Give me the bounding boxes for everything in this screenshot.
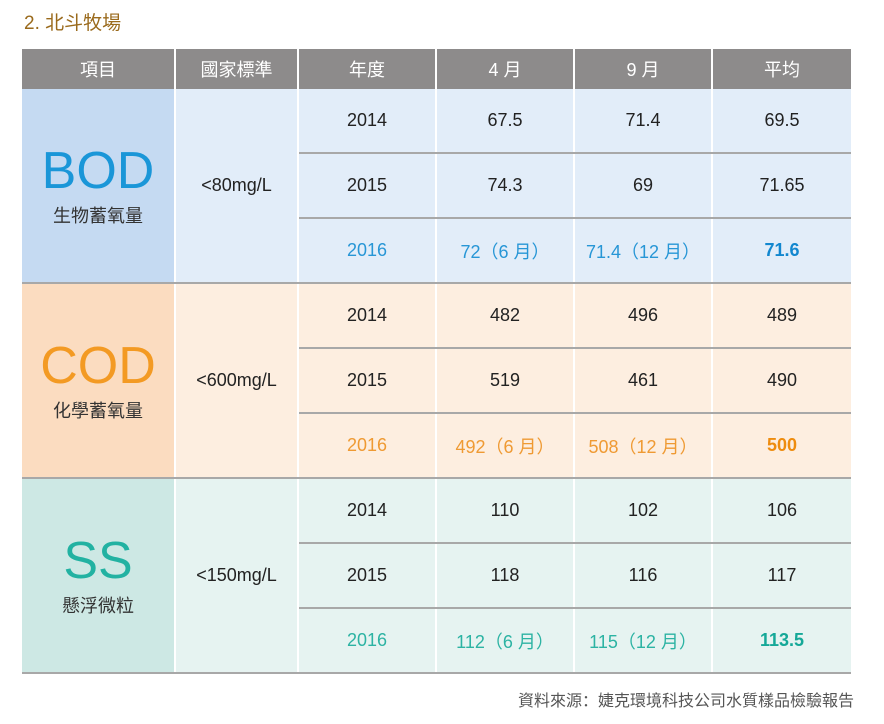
table-header-row: 項目 國家標準 年度 4 月 9 月 平均 <box>22 49 851 89</box>
table-row: 2015 519 461 490 <box>22 348 851 414</box>
april-cell: 118 <box>435 543 575 609</box>
table-row-highlight: 2016 72（6 月） 71.4（12 月） 71.6 <box>22 218 851 284</box>
april-cell: 110 <box>435 478 575 544</box>
average-cell: 106 <box>711 478 851 544</box>
year-cell: 2014 <box>297 283 437 349</box>
table-row: COD 化學蓄氧量 <600mg/L 2014 482 496 489 <box>22 283 851 479</box>
year-cell: 2015 <box>298 348 437 414</box>
september-cell: 71.4 <box>573 89 713 154</box>
average-cell: 489 <box>711 283 851 349</box>
april-cell: 72（6 月） <box>435 218 575 284</box>
header-item: 項目 <box>22 49 176 89</box>
september-cell: 496 <box>573 283 713 349</box>
year-cell: 2014 <box>297 89 437 154</box>
ss-code: SS <box>63 531 133 590</box>
header-average: 平均 <box>711 49 851 89</box>
average-cell: 71.6 <box>711 218 851 284</box>
header-april: 4 月 <box>435 49 575 89</box>
cod-standard: <600mg/L <box>174 283 299 479</box>
header-september: 9 月 <box>573 49 713 89</box>
cod-label-cell: COD 化學蓄氧量 <box>22 283 176 479</box>
april-cell: 519 <box>435 348 575 414</box>
ss-label-cell: SS 懸浮微粒 <box>22 478 176 674</box>
cod-code: COD <box>40 336 156 395</box>
bod-name: 生物蓄氧量 <box>53 205 143 226</box>
table-row: 2015 74.3 69 71.65 <box>22 153 851 219</box>
september-cell: 461 <box>573 348 713 414</box>
year-cell: 2016 <box>298 413 437 479</box>
table-row: 2015 118 116 117 <box>22 543 851 609</box>
year-cell: 2016 <box>298 218 437 284</box>
april-cell: 112（6 月） <box>435 608 575 674</box>
average-cell: 69.5 <box>711 89 851 154</box>
header-standard: 國家標準 <box>174 49 299 89</box>
ss-standard: <150mg/L <box>174 478 299 674</box>
year-cell: 2016 <box>298 608 437 674</box>
table-row: SS 懸浮微粒 <150mg/L 2014 110 102 106 <box>22 478 851 674</box>
april-cell: 492（6 月） <box>435 413 575 479</box>
source-note: 資料來源：婕克環境科技公司水質樣品檢驗報告 <box>517 693 854 710</box>
september-cell: 102 <box>573 478 713 544</box>
average-cell: 500 <box>711 413 851 479</box>
table-row: BOD 生物蓄氧量 <80mg/L 2014 67.5 71.4 69.5 <box>22 89 851 284</box>
april-cell: 482 <box>435 283 575 349</box>
section-title: 2. 北斗牧場 <box>24 13 122 34</box>
bod-standard: <80mg/L <box>174 89 299 284</box>
cod-name: 化學蓄氧量 <box>53 400 143 421</box>
water-quality-table: 項目 國家標準 年度 4 月 9 月 平均 BOD 生物蓄氧量 <80mg/L … <box>22 49 851 674</box>
average-cell: 71.65 <box>711 153 851 219</box>
september-cell: 71.4（12 月） <box>573 218 713 284</box>
bod-label-cell: BOD 生物蓄氧量 <box>22 89 176 284</box>
september-cell: 116 <box>573 543 713 609</box>
ss-name: 懸浮微粒 <box>62 595 134 616</box>
average-cell: 113.5 <box>711 608 851 674</box>
bod-code: BOD <box>41 141 155 200</box>
year-cell: 2014 <box>297 478 437 544</box>
year-cell: 2015 <box>298 153 437 219</box>
april-cell: 67.5 <box>435 89 575 154</box>
table-row-highlight: 2016 112（6 月） 115（12 月） 113.5 <box>22 608 851 674</box>
september-cell: 508（12 月） <box>573 413 713 479</box>
header-year: 年度 <box>297 49 437 89</box>
average-cell: 490 <box>711 348 851 414</box>
september-cell: 115（12 月） <box>573 608 713 674</box>
year-cell: 2015 <box>298 543 437 609</box>
september-cell: 69 <box>573 153 713 219</box>
april-cell: 74.3 <box>435 153 575 219</box>
average-cell: 117 <box>711 543 851 609</box>
table-row-highlight: 2016 492（6 月） 508（12 月） 500 <box>22 413 851 479</box>
